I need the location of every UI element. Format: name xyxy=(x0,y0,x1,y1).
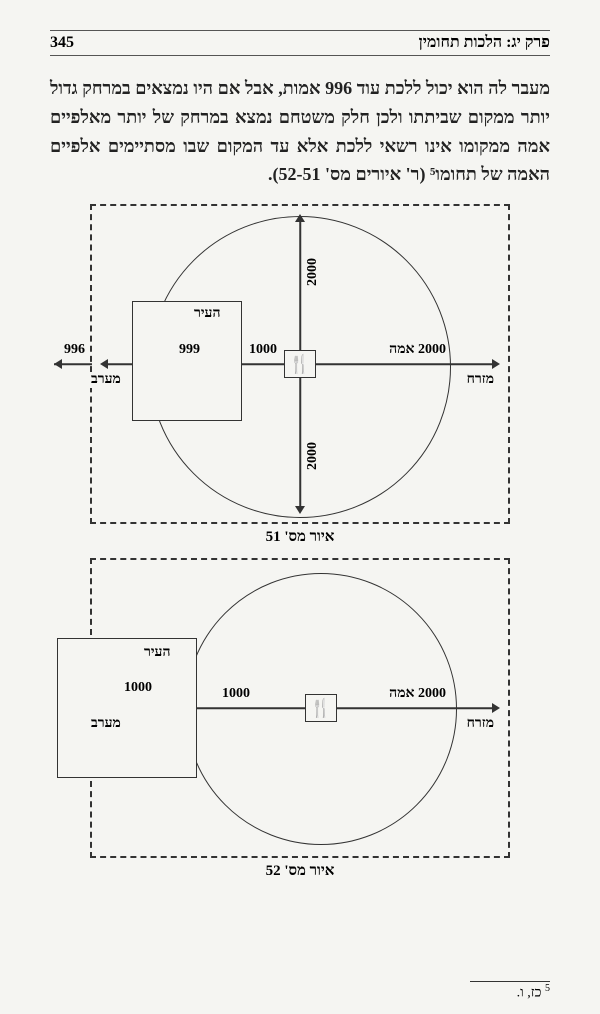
label-999: 999 xyxy=(177,342,202,358)
arrow-left xyxy=(100,359,108,369)
footnote-ref: 5 xyxy=(545,983,550,994)
label-996: 996 xyxy=(62,342,87,358)
extension-arrowhead xyxy=(54,359,62,369)
arrow-right-2 xyxy=(492,703,500,713)
page-header: 345 פרק יג: הלכות תחומין xyxy=(50,30,550,56)
label-east-2: מזרח xyxy=(465,716,496,732)
diagram-2: 🍴 מזרח 2000 אמה 1000 העיר 1000 מערב איור… xyxy=(90,558,510,880)
arrow-down xyxy=(295,506,305,514)
techum-boundary-box-2: 🍴 מזרח 2000 אמה 1000 העיר 1000 מערב xyxy=(90,558,510,858)
label-2000-amah-2: 2000 אמה xyxy=(387,686,448,702)
shevita-icon: 🍴 xyxy=(284,350,316,378)
techum-boundary-box: 🍴 מזרח 2000 אמה 1000 העיר 999 996 מערב 2… xyxy=(90,204,510,524)
label-west-2: מערב xyxy=(89,716,123,732)
label-1000-2: 1000 xyxy=(220,686,252,702)
diagram-2-caption: איור מס' 52 xyxy=(90,863,510,880)
label-1000: 1000 xyxy=(247,342,279,358)
page-number: 345 xyxy=(50,34,74,52)
label-2000-amah: 2000 אמה xyxy=(387,342,448,358)
label-2000-top: 2000 xyxy=(305,256,321,288)
label-city-2: העיר xyxy=(142,645,173,661)
label-city-1000: 1000 xyxy=(122,680,154,696)
city-box xyxy=(132,301,242,421)
label-city: העיר xyxy=(192,306,223,322)
footnote-text: כז, ו. xyxy=(517,986,542,1001)
diagram-1-caption: איור מס' 51 xyxy=(90,529,510,546)
label-west: מערב xyxy=(89,372,123,388)
fork-knife-icon: 🍴 xyxy=(289,354,311,375)
page: 345 פרק יג: הלכות תחומין מעבר לה הוא יכו… xyxy=(0,0,600,1014)
label-east: מזרח xyxy=(465,372,496,388)
footnote-separator xyxy=(470,981,550,982)
chapter-title: פרק יג: הלכות תחומין xyxy=(419,34,550,52)
footnote: 5 כז, ו. xyxy=(517,983,550,1002)
diagram-1: 🍴 מזרח 2000 אמה 1000 העיר 999 996 מערב 2… xyxy=(90,204,510,546)
arrow-right xyxy=(492,359,500,369)
shevita-icon-2: 🍴 xyxy=(305,694,337,722)
label-2000-bottom: 2000 xyxy=(305,440,321,472)
arrow-up xyxy=(295,214,305,222)
fork-knife-icon-2: 🍴 xyxy=(310,698,332,719)
city-box-2 xyxy=(57,638,197,778)
body-paragraph: מעבר לה הוא יכול ללכת עוד 996 אמות, אבל … xyxy=(50,74,550,189)
